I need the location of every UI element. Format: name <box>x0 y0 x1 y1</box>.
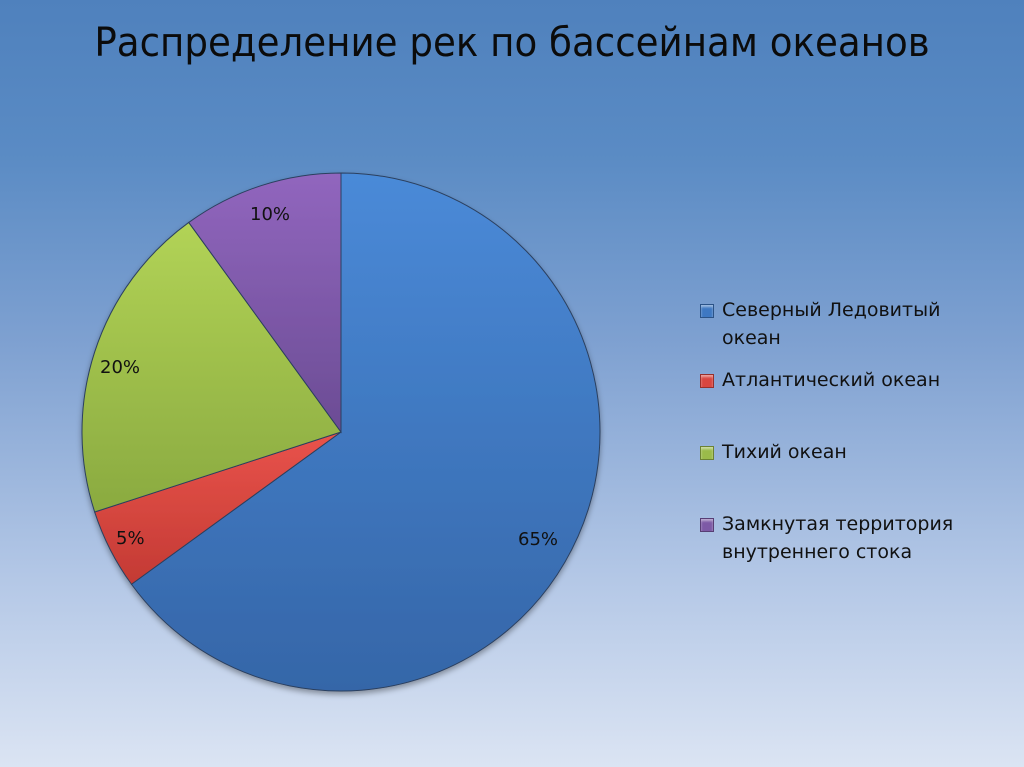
data-label-atlantic: 5% <box>116 528 145 549</box>
legend-item-atlantic: Атлантический океан <box>700 366 1000 394</box>
legend-item-arctic: Северный Ледовитый океан <box>700 296 1000 352</box>
data-label-inland: 10% <box>250 204 291 225</box>
slice-inland <box>188 172 342 434</box>
slice-pacific <box>81 221 342 513</box>
legend-swatch-icon <box>700 374 714 388</box>
legend-item-pacific: Тихий океан <box>700 438 1000 466</box>
data-label-pacific: 20% <box>100 357 141 378</box>
legend-item-inland: Замкнутая территория внутреннего стока <box>700 510 1000 566</box>
chart-title: Распределение рек по бассейнам океанов <box>94 20 930 66</box>
slice-arctic <box>130 172 601 692</box>
legend: Северный Ледовитый океан Атлантический о… <box>700 296 1000 566</box>
data-label-arctic: 65% <box>518 529 559 550</box>
legend-swatch-icon <box>700 518 714 532</box>
legend-swatch-icon <box>700 446 714 460</box>
legend-swatch-icon <box>700 304 714 318</box>
